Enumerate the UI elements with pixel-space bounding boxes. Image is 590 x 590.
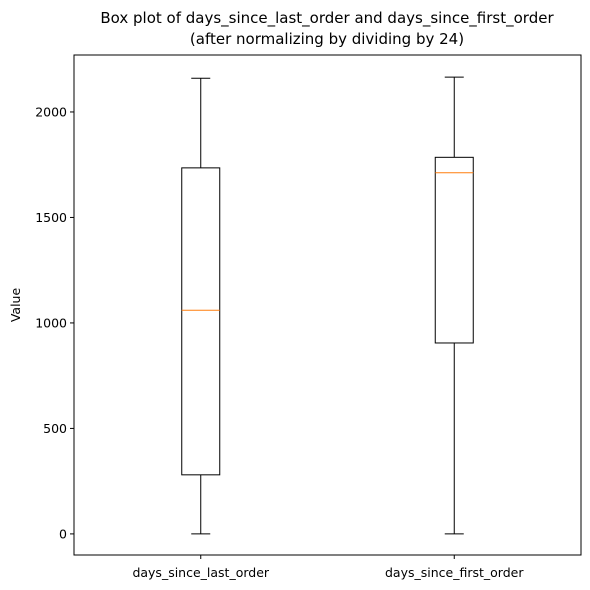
chart-title-line-2: (after normalizing by dividing by 24) — [190, 30, 464, 48]
x-tick-label: days_since_first_order — [385, 565, 524, 580]
y-axis-ticks: 0 500 1000 1500 2000 — [35, 104, 74, 541]
y-tick-label: 2000 — [35, 104, 67, 119]
y-tick-label: 0 — [59, 526, 67, 541]
plot-area-frame — [73, 54, 582, 556]
box-days_since_first_order — [434, 76, 474, 535]
chart-title-line-1: Box plot of days_since_last_order and da… — [100, 9, 554, 28]
iqr-box — [434, 156, 474, 344]
iqr-box — [181, 167, 221, 476]
y-tick-label: 500 — [43, 421, 67, 436]
box-days_since_last_order — [181, 77, 221, 535]
box-series — [181, 76, 474, 535]
y-axis-label: Value — [8, 288, 23, 323]
y-tick-label: 1500 — [35, 210, 67, 225]
x-axis-ticks: days_since_last_order days_since_first_or… — [132, 555, 524, 580]
x-tick-label: days_since_last_order — [132, 565, 269, 580]
y-tick-label: 1000 — [35, 315, 67, 330]
